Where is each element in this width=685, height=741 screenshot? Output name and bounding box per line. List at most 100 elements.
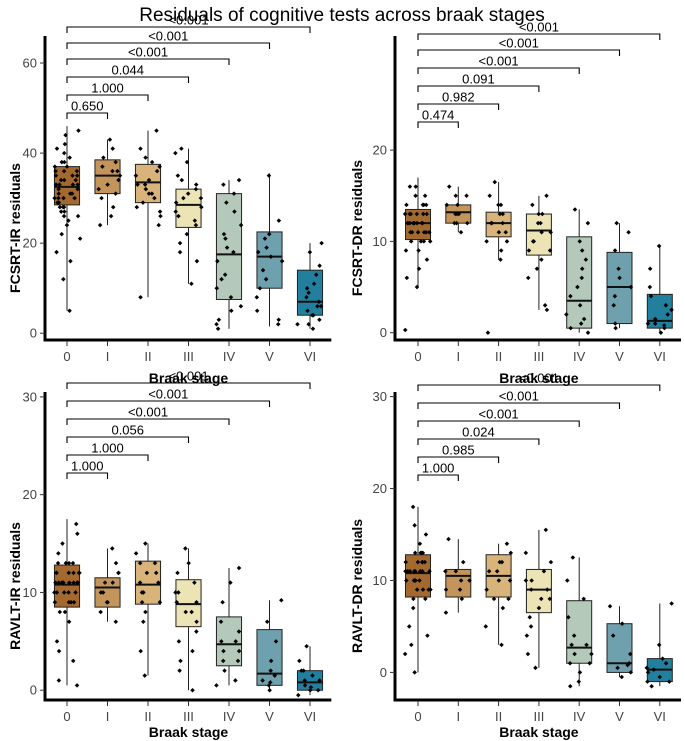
comparison-bracket-I: 1.000 bbox=[417, 461, 459, 481]
data-point bbox=[486, 569, 492, 574]
data-point bbox=[70, 182, 76, 187]
bracket-line bbox=[66, 382, 311, 389]
comparison-bracket-VI: <0.001 bbox=[417, 20, 661, 40]
data-point bbox=[543, 527, 549, 533]
data-point bbox=[143, 541, 148, 546]
comparison-bracket-I: 0.650 bbox=[66, 99, 109, 119]
data-point bbox=[61, 150, 67, 156]
data-point bbox=[66, 218, 71, 223]
x-tick-label: III bbox=[533, 709, 544, 724]
data-point bbox=[189, 281, 194, 286]
x-tick-label: VI bbox=[304, 349, 316, 364]
data-point bbox=[57, 182, 62, 187]
bracket-line bbox=[66, 58, 230, 65]
data-point bbox=[175, 173, 181, 178]
data-point bbox=[533, 665, 538, 671]
data-point bbox=[669, 307, 674, 313]
data-point bbox=[133, 551, 139, 556]
data-point bbox=[97, 222, 103, 228]
data-point bbox=[404, 578, 409, 583]
x-axis-title: Braak stage bbox=[149, 370, 229, 386]
data-point bbox=[423, 596, 428, 602]
data-point bbox=[67, 155, 72, 160]
data-point bbox=[616, 266, 621, 272]
data-point bbox=[99, 195, 104, 201]
data-point bbox=[410, 504, 416, 510]
data-point bbox=[423, 202, 429, 208]
x-tick-label: IV bbox=[223, 709, 236, 724]
p-value-label: 0.985 bbox=[442, 443, 475, 458]
comparison-bracket-VI: <0.001 bbox=[66, 13, 311, 33]
data-point bbox=[59, 159, 65, 165]
comparison-bracket-III: 0.024 bbox=[417, 425, 540, 445]
data-point bbox=[236, 565, 242, 571]
y-tick-label: 0 bbox=[380, 325, 387, 340]
data-point bbox=[53, 173, 59, 178]
data-point bbox=[456, 211, 462, 217]
data-point bbox=[412, 523, 417, 528]
data-point bbox=[64, 164, 70, 169]
data-point bbox=[452, 220, 457, 226]
data-point bbox=[61, 204, 67, 210]
bracket-line bbox=[417, 384, 661, 391]
x-tick-label: I bbox=[456, 709, 460, 724]
data-point bbox=[669, 601, 674, 606]
data-point bbox=[406, 624, 412, 629]
data-point bbox=[657, 674, 663, 680]
data-point bbox=[665, 312, 670, 317]
data-point bbox=[411, 220, 416, 226]
data-point bbox=[309, 312, 315, 318]
data-point bbox=[178, 658, 183, 664]
data-point bbox=[54, 639, 60, 644]
data-point bbox=[443, 610, 449, 615]
data-point bbox=[404, 275, 410, 281]
data-point bbox=[75, 213, 81, 219]
data-point bbox=[254, 294, 260, 300]
data-point bbox=[420, 202, 426, 208]
data-point bbox=[107, 137, 113, 142]
data-point bbox=[427, 569, 432, 574]
p-value-label: <0.001 bbox=[168, 13, 208, 28]
data-point bbox=[571, 633, 577, 638]
data-point bbox=[60, 541, 65, 546]
p-value-label: 0.056 bbox=[111, 423, 144, 438]
data-point bbox=[523, 578, 529, 583]
data-point bbox=[411, 578, 417, 583]
data-point bbox=[215, 258, 220, 264]
data-point bbox=[417, 578, 422, 583]
data-point bbox=[415, 230, 421, 235]
y-tick-label: 20 bbox=[373, 143, 387, 158]
data-point bbox=[564, 312, 569, 317]
data-point bbox=[156, 222, 161, 228]
box-iqr bbox=[256, 231, 283, 289]
comparison-bracket-V: <0.001 bbox=[66, 387, 271, 407]
data-point bbox=[75, 531, 80, 537]
data-point bbox=[263, 276, 269, 282]
data-point bbox=[62, 141, 68, 147]
data-point bbox=[222, 272, 228, 277]
data-point bbox=[498, 248, 504, 253]
x-tick-label: II bbox=[495, 349, 502, 364]
bracket-line bbox=[417, 49, 621, 56]
y-tick-label: 30 bbox=[23, 389, 37, 404]
data-point bbox=[61, 177, 67, 183]
box-IV bbox=[566, 557, 593, 687]
y-tick-label: 10 bbox=[373, 573, 387, 588]
data-point bbox=[61, 213, 67, 219]
y-axis-title: FCSRT-IR residuals bbox=[7, 163, 23, 293]
data-point bbox=[420, 569, 425, 574]
data-point bbox=[276, 317, 281, 322]
box-iqr bbox=[646, 293, 673, 329]
data-point bbox=[576, 679, 582, 684]
data-point bbox=[663, 660, 669, 666]
data-point bbox=[403, 569, 408, 574]
data-point bbox=[483, 624, 489, 629]
p-value-label: 1.000 bbox=[422, 461, 455, 476]
p-value-label: 0.044 bbox=[111, 63, 144, 78]
data-point bbox=[402, 327, 408, 333]
data-point bbox=[222, 668, 227, 673]
data-point bbox=[306, 321, 311, 327]
data-point bbox=[59, 231, 64, 237]
comparison-bracket-II: 0.985 bbox=[417, 443, 500, 463]
box-I bbox=[445, 186, 472, 233]
